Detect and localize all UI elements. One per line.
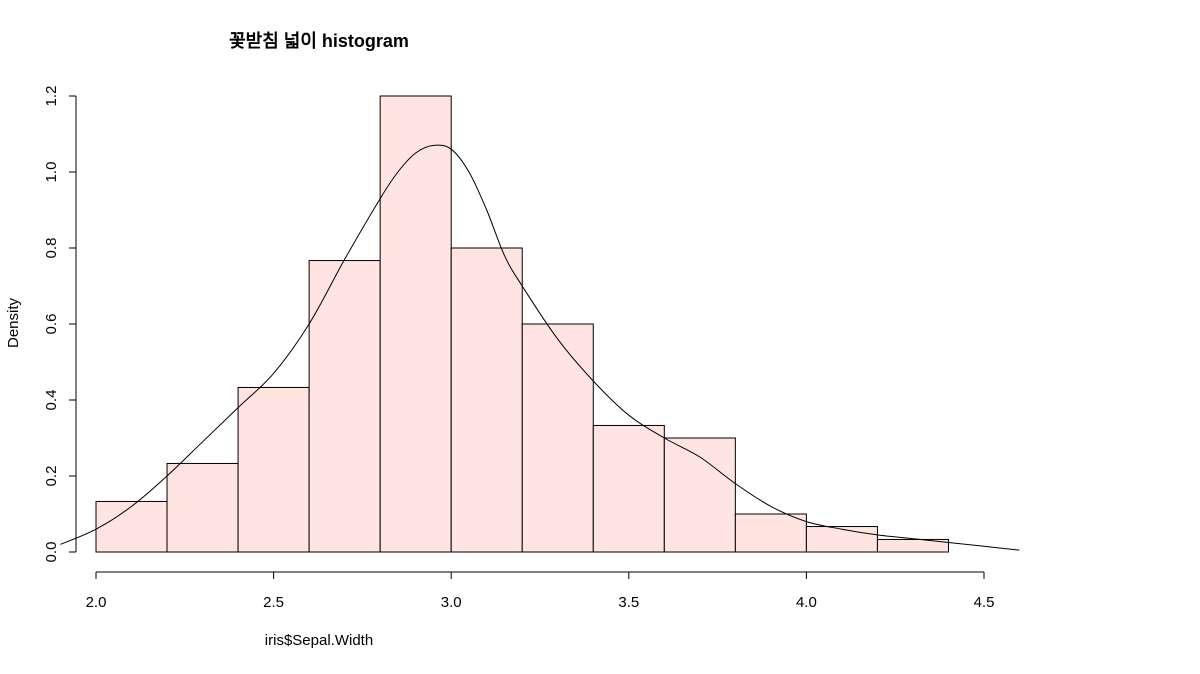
y-axis-label: Density <box>5 297 22 348</box>
histogram-bar-12 <box>876 538 949 553</box>
x-tick-label: 3.0 <box>441 594 462 611</box>
y-tick-label: 0.8 <box>43 238 60 259</box>
histogram-bar-4 <box>308 260 381 553</box>
histogram-bar-8 <box>592 424 665 553</box>
bars-layer <box>95 95 949 553</box>
x-tick-label: 3.5 <box>618 594 639 611</box>
chart-title: 꽃받침 넓이 histogram <box>229 31 409 51</box>
y-tick-label: 0.6 <box>43 314 60 335</box>
x-tick-label: 4.0 <box>796 594 817 611</box>
histogram-bar-2 <box>166 462 239 553</box>
histogram-bar-9 <box>663 437 736 553</box>
y-tick-label: 0.0 <box>43 542 60 563</box>
y-tick-label: 1.2 <box>43 86 60 107</box>
y-tick-label: 0.2 <box>43 466 60 487</box>
y-tick-label: 0.4 <box>43 390 60 411</box>
y-tick-label: 1.0 <box>43 162 60 183</box>
histogram-bar-10 <box>734 513 807 553</box>
x-tick-label: 2.0 <box>86 594 107 611</box>
histogram-bar-11 <box>805 526 878 553</box>
histogram-bar-5 <box>379 95 452 553</box>
x-tick-label: 2.5 <box>263 594 284 611</box>
histogram-bar-3 <box>237 386 310 553</box>
density-curve-layer <box>60 144 1020 551</box>
density-curve-line <box>60 144 1020 551</box>
histogram-bar-1 <box>95 500 168 553</box>
histogram-bar-6 <box>450 247 523 553</box>
x-axis: 2.0 2.5 3.0 3.5 4.0 4.5 <box>86 571 995 611</box>
histogram-bar-7 <box>521 323 594 553</box>
x-tick-label: 4.5 <box>974 594 995 611</box>
x-axis-label: iris$Sepal.Width <box>265 632 373 649</box>
y-axis: 0.0 0.2 0.4 0.6 0.8 1.0 1.2 <box>43 86 77 563</box>
